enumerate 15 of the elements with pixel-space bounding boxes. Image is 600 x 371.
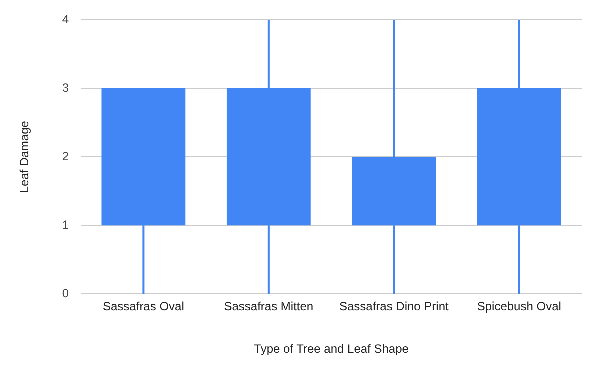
y-tick-label: 4 (62, 12, 70, 26)
x-tick-label: Sassafras Dino Print (339, 300, 450, 314)
candlestick (226, 20, 311, 294)
y-tick-label: 2 (62, 149, 70, 164)
y-axis-title: Leaf Damage (18, 120, 32, 194)
x-tick-label: Sassafras Mitten (224, 300, 314, 314)
y-tick-label: 1 (62, 218, 70, 232)
x-axis-title: Type of Tree and Leaf Shape (254, 342, 410, 356)
x-tick-label: Spicebush Oval (477, 300, 562, 314)
y-tick-label: 3 (62, 80, 70, 95)
x-tick-label: Sassafras Oval (103, 300, 184, 314)
candlestick (102, 88, 186, 294)
candlestick (477, 20, 562, 294)
y-tick-label: 0 (62, 286, 70, 301)
candlestick (352, 20, 436, 294)
